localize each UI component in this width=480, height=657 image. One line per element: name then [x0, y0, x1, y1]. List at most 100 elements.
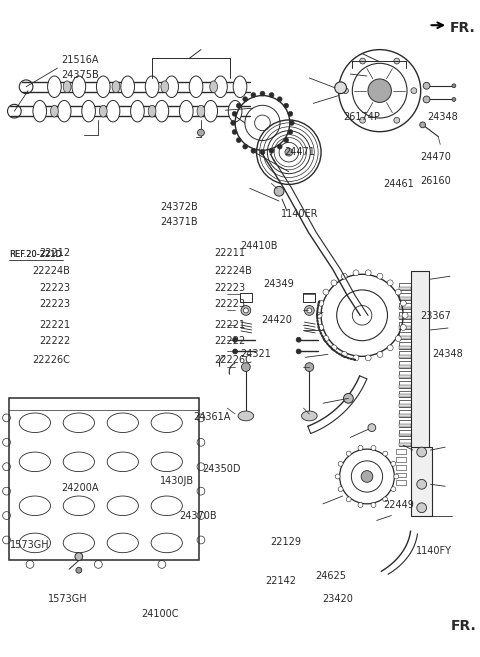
Circle shape: [417, 447, 427, 457]
Bar: [396, 472, 406, 478]
Circle shape: [411, 88, 417, 93]
Circle shape: [277, 144, 282, 149]
Circle shape: [76, 567, 82, 573]
Bar: [399, 404, 411, 407]
Text: 24470: 24470: [420, 152, 451, 162]
Text: 24461: 24461: [383, 179, 414, 189]
Circle shape: [400, 325, 406, 330]
Circle shape: [371, 445, 376, 450]
Bar: [399, 420, 411, 426]
Ellipse shape: [214, 76, 228, 97]
Circle shape: [341, 351, 347, 357]
Ellipse shape: [50, 105, 59, 117]
Circle shape: [318, 325, 324, 330]
Text: 1140ER: 1140ER: [281, 210, 319, 219]
Circle shape: [387, 280, 393, 286]
Text: 24200A: 24200A: [61, 483, 99, 493]
Circle shape: [289, 120, 294, 125]
Text: 24100C: 24100C: [141, 608, 179, 618]
Circle shape: [417, 503, 427, 512]
Circle shape: [387, 345, 393, 351]
Circle shape: [285, 148, 293, 156]
Circle shape: [341, 273, 347, 279]
Circle shape: [323, 336, 329, 342]
Text: 24410B: 24410B: [240, 242, 277, 252]
Bar: [396, 464, 406, 470]
Text: 24372B: 24372B: [160, 202, 198, 212]
Circle shape: [402, 312, 408, 318]
Circle shape: [338, 487, 343, 491]
Circle shape: [243, 308, 248, 313]
Circle shape: [396, 336, 401, 342]
Circle shape: [346, 451, 351, 456]
Ellipse shape: [99, 105, 107, 117]
Ellipse shape: [301, 411, 317, 420]
Text: 1573GH: 1573GH: [10, 540, 50, 550]
Bar: [399, 371, 411, 378]
Circle shape: [251, 93, 256, 97]
Text: 24350D: 24350D: [202, 464, 241, 474]
Ellipse shape: [96, 76, 110, 97]
Ellipse shape: [72, 76, 85, 97]
Circle shape: [75, 553, 83, 560]
Bar: [399, 424, 411, 426]
Bar: [399, 390, 411, 397]
Circle shape: [288, 129, 293, 135]
Text: 24625: 24625: [315, 571, 346, 581]
Bar: [399, 287, 411, 290]
Circle shape: [305, 363, 314, 371]
Circle shape: [383, 497, 388, 502]
Circle shape: [284, 103, 288, 108]
Text: 22224B: 22224B: [32, 266, 70, 276]
Circle shape: [391, 487, 396, 491]
Circle shape: [353, 270, 359, 276]
Bar: [396, 449, 406, 454]
Ellipse shape: [145, 76, 159, 97]
Bar: [399, 312, 411, 319]
Text: 24420: 24420: [261, 315, 292, 325]
Text: 22224B: 22224B: [214, 266, 252, 276]
Text: 22221: 22221: [214, 320, 245, 330]
Circle shape: [304, 306, 314, 315]
Circle shape: [423, 96, 430, 103]
Circle shape: [383, 451, 388, 456]
Circle shape: [236, 103, 241, 108]
Text: 22223: 22223: [39, 283, 70, 293]
Ellipse shape: [233, 76, 247, 97]
Circle shape: [243, 144, 248, 149]
Text: 22129: 22129: [270, 537, 301, 547]
Ellipse shape: [48, 76, 61, 97]
Circle shape: [365, 355, 371, 361]
Circle shape: [353, 355, 359, 361]
Bar: [399, 375, 411, 378]
Bar: [411, 271, 429, 452]
Circle shape: [346, 497, 351, 502]
Ellipse shape: [57, 101, 71, 122]
Circle shape: [316, 312, 322, 318]
Ellipse shape: [204, 101, 217, 122]
Bar: [399, 303, 411, 309]
Text: 24471: 24471: [284, 147, 315, 156]
Bar: [399, 316, 411, 319]
Bar: [399, 440, 411, 446]
Text: 26160: 26160: [420, 176, 451, 186]
Bar: [396, 457, 406, 462]
Circle shape: [284, 138, 288, 143]
Circle shape: [231, 120, 236, 125]
Circle shape: [323, 289, 329, 295]
Circle shape: [335, 82, 347, 93]
Circle shape: [232, 129, 237, 135]
Circle shape: [371, 503, 376, 507]
Text: 22212: 22212: [39, 248, 70, 258]
Bar: [399, 351, 411, 358]
Circle shape: [233, 337, 238, 342]
Circle shape: [232, 112, 237, 116]
Text: FR.: FR.: [450, 21, 476, 35]
Circle shape: [420, 122, 426, 127]
Ellipse shape: [238, 411, 253, 420]
Bar: [399, 336, 411, 339]
Circle shape: [368, 79, 391, 102]
Ellipse shape: [131, 101, 144, 122]
Ellipse shape: [228, 101, 242, 122]
Circle shape: [307, 308, 312, 313]
